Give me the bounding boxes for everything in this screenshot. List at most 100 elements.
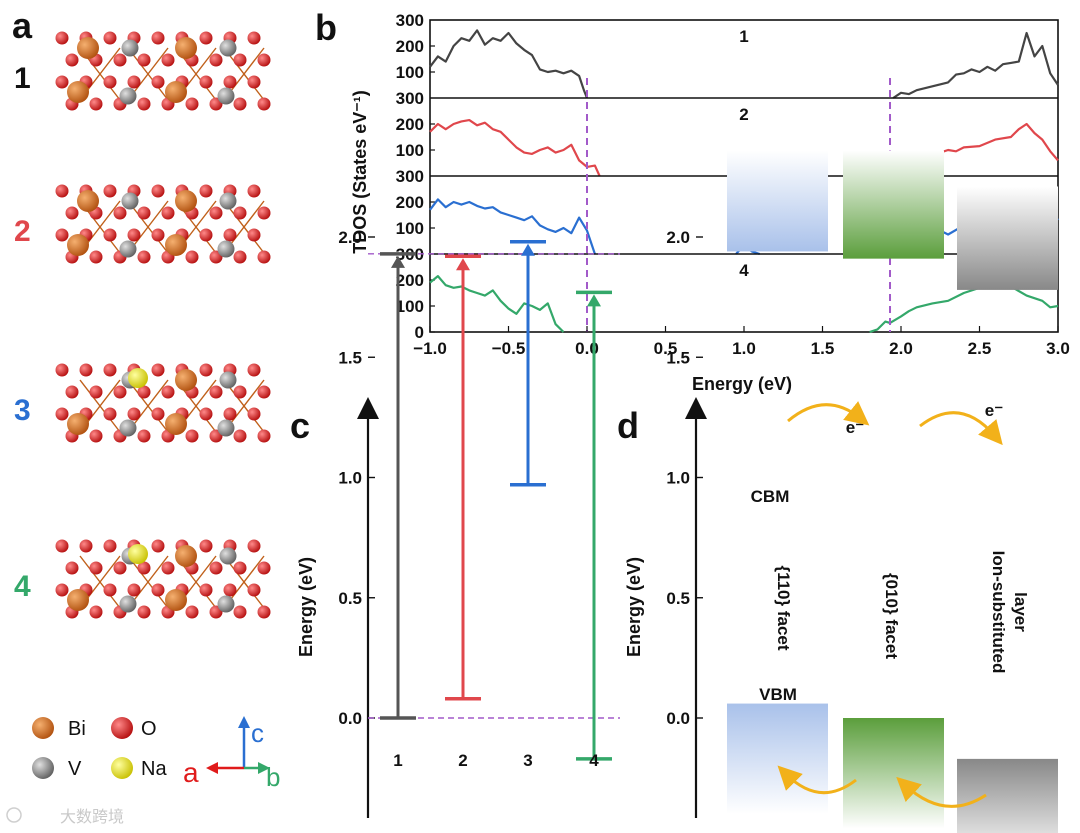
alignment-y-tick-label: 0.5 <box>666 589 690 608</box>
o-atom <box>199 75 213 89</box>
o-atom <box>247 539 261 553</box>
bandgap-y-tick-label: 1.5 <box>338 348 362 367</box>
v-atom <box>119 240 137 258</box>
o-atom <box>103 75 117 89</box>
o-atom <box>151 583 165 597</box>
tdos-y-axis-title: TDOS (States eV⁻¹) <box>350 90 370 254</box>
na-legend-swatch <box>111 757 133 779</box>
panel-a-structures: 1 2 3 4 <box>14 31 271 619</box>
alignment-y-axis-title: Energy (eV) <box>624 557 644 657</box>
tdos-y-tick-label: 300 <box>396 89 424 108</box>
o-atom <box>89 561 103 575</box>
tdos-x-tick-label: 2.5 <box>968 339 992 358</box>
o-atom <box>127 75 141 89</box>
o-atom <box>127 228 141 242</box>
o-atom <box>137 250 151 264</box>
o-atom <box>103 583 117 597</box>
o-atom <box>113 385 127 399</box>
o-atom <box>137 561 151 575</box>
v-atom <box>121 192 139 210</box>
o-atom <box>55 583 69 597</box>
na-atom <box>128 544 148 564</box>
tdos-series-line-4 <box>429 275 565 333</box>
o-atom <box>257 53 271 67</box>
tdos-y-tick-label: 200 <box>396 37 424 56</box>
tdos-x-tick-label: 0.5 <box>654 339 678 358</box>
electron-transfer-arrow <box>787 401 870 426</box>
bandgap-category-label-2: 2 <box>458 751 467 770</box>
o-atom <box>223 75 237 89</box>
alignment-y-tick-label: 1.5 <box>666 348 690 367</box>
c-axis-label: c <box>251 718 264 748</box>
o-atom <box>199 31 213 45</box>
o-atom <box>185 250 199 264</box>
ion-layer-label-line1: Ion-substituted <box>989 551 1008 674</box>
o-atom <box>151 75 165 89</box>
o-atom <box>137 206 151 220</box>
alignment-y-tick-label: −0.5 <box>656 829 690 833</box>
o-atom <box>185 605 199 619</box>
o-atom <box>233 429 247 443</box>
tdos-x-tick-label: 1.0 <box>732 339 756 358</box>
o-atom <box>65 561 79 575</box>
o-atom <box>113 561 127 575</box>
tdos-y-tick-label: 300 <box>396 167 424 186</box>
o-atom <box>151 228 165 242</box>
bandgap-arrowhead-4 <box>587 294 601 307</box>
o-atom <box>257 561 271 575</box>
tdos-y-tick-label: 100 <box>396 63 424 82</box>
bi-atom <box>165 81 187 103</box>
o-atom <box>233 206 247 220</box>
o-atom <box>247 583 261 597</box>
tdos-x-tick-label: −1.0 <box>413 339 447 358</box>
o-atom <box>247 31 261 45</box>
v-atom <box>219 192 237 210</box>
o-atom <box>247 407 261 421</box>
bi-atom <box>175 37 197 59</box>
v-atom <box>217 240 235 258</box>
o-atom <box>257 206 271 220</box>
o-atom <box>199 228 213 242</box>
o-atom <box>233 561 247 575</box>
o-atom <box>257 429 271 443</box>
tdos-y-tick-label: 200 <box>396 271 424 290</box>
o-atom <box>55 228 69 242</box>
bi-legend-label: Bi <box>68 718 86 740</box>
o-atom <box>233 53 247 67</box>
tdos-x-axis-title: Energy (eV) <box>692 374 792 394</box>
tdos-x-tick-label: 3.0 <box>1046 339 1070 358</box>
o-atom <box>89 250 103 264</box>
bi-atom <box>67 81 89 103</box>
v-atom <box>217 595 235 613</box>
bandgap-arrowhead-2 <box>456 258 470 271</box>
bandgap-arrowhead-3 <box>521 243 535 256</box>
a-axis-arrowhead <box>206 762 218 774</box>
bandgap-category-label-4: 4 <box>589 751 599 770</box>
o-atom <box>151 184 165 198</box>
o-atom <box>247 228 261 242</box>
bi-atom <box>175 190 197 212</box>
o-atom <box>55 75 69 89</box>
bi-atom <box>67 234 89 256</box>
bi-atom <box>175 369 197 391</box>
b-axis-label: b <box>266 762 280 792</box>
o-atom <box>199 539 213 553</box>
o-atom <box>257 97 271 111</box>
cbm-label: CBM <box>751 487 790 506</box>
v-atom <box>217 87 235 105</box>
conduction-band-block-2 <box>843 150 944 259</box>
o-atom <box>103 539 117 553</box>
o-atom <box>55 184 69 198</box>
crystal-axes: c a b <box>183 716 280 792</box>
structure-2: 2 <box>14 184 271 264</box>
o-atom <box>161 385 175 399</box>
o-atom <box>65 53 79 67</box>
v-atom <box>219 39 237 57</box>
panel-c-bandgap-chart: Energy (eV) −0.5 0.0 0.5 1.0 1.5 2.0 1 2 3 4 <box>296 228 620 833</box>
o-atom <box>209 53 223 67</box>
o-atom <box>233 385 247 399</box>
structure-label-1: 1 <box>14 62 31 95</box>
o-atom <box>161 53 175 67</box>
electron-label-2: e⁻ <box>985 401 1003 420</box>
